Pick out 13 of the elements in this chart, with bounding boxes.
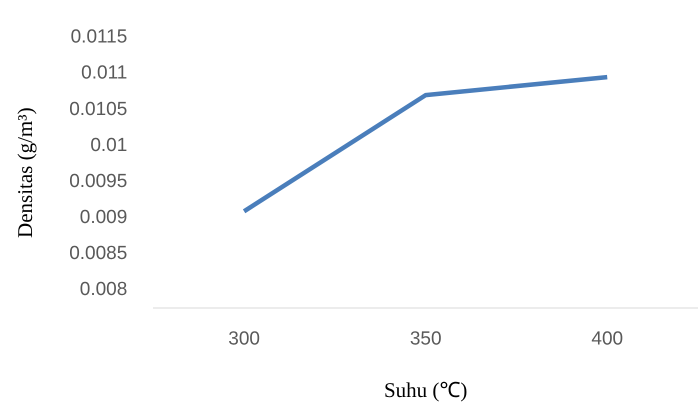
y-tick-label: 0.0085 xyxy=(69,243,128,264)
y-tick-label: 0.0105 xyxy=(69,98,128,120)
y-tick-label: 0.0115 xyxy=(70,26,128,48)
y-axis-title: Densitas (g/m³) xyxy=(13,107,38,238)
x-tick-label: 300 xyxy=(228,328,260,350)
y-tick-label: 0.01 xyxy=(90,134,128,156)
y-tick-label: 0.011 xyxy=(81,62,128,84)
y-tick-label: 0.0095 xyxy=(69,170,128,192)
x-axis-title: Suhu (℃) xyxy=(384,378,468,402)
y-tick-label: 0.008 xyxy=(80,279,128,300)
x-tick-label: 400 xyxy=(591,328,624,350)
x-tick-label: 350 xyxy=(410,328,442,350)
y-tick-label: 0.009 xyxy=(80,207,128,228)
